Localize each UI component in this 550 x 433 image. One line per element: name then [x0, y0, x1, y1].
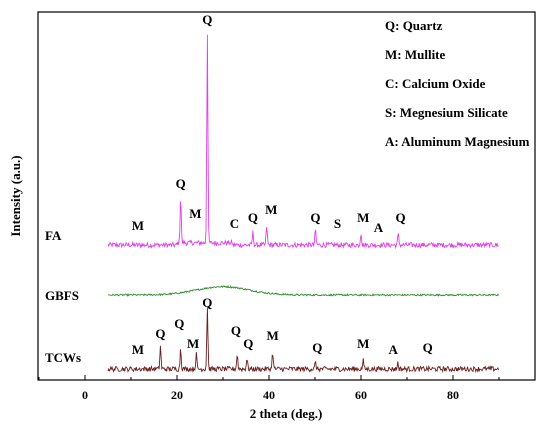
phase-label: Q [395, 210, 405, 225]
series-name-fa: FA [45, 228, 62, 243]
phase-label: M [189, 206, 201, 221]
phase-label: M [187, 336, 199, 351]
series-name-gbfs: GBFS [45, 288, 79, 303]
phase-label: M [357, 210, 369, 225]
series-line-gbfs [108, 285, 499, 297]
phase-label: Q [243, 336, 253, 351]
y-axis-label: Intensity (a.u.) [8, 155, 23, 236]
x-tick-label: 20 [171, 388, 183, 402]
series-layer: FA GBFS TCWs [45, 34, 499, 374]
x-tick-label: 80 [447, 388, 459, 402]
phase-label: Q [155, 326, 165, 341]
phase-label: M [265, 202, 277, 217]
legend-entry: A: Aluminum Magnesium [385, 134, 530, 149]
phase-label: M [267, 328, 279, 343]
legend-entry: S: Megnesium Silicate [385, 105, 508, 120]
phase-label: Q [248, 210, 258, 225]
legend-entry: Q: Quartz [385, 18, 443, 33]
phase-label: Q [202, 295, 212, 310]
legend-entry: M: Mullite [385, 47, 446, 62]
x-tick-label: 40 [263, 388, 275, 402]
phase-label: Q [174, 316, 184, 331]
x-axis-ticks: 0 20 40 60 80 [38, 375, 500, 402]
phase-label: Q [202, 12, 212, 27]
plot-frame [37, 11, 536, 381]
x-tick-label: 0 [82, 388, 88, 402]
phase-label: Q [176, 176, 186, 191]
phase-label: Q [312, 340, 322, 355]
series-line-fa [107, 34, 499, 250]
x-tick-label: 60 [355, 388, 367, 402]
phase-label: M [132, 342, 144, 357]
phase-label: Q [310, 210, 320, 225]
phase-label: M [357, 336, 369, 351]
series-name-tcws: TCWs [45, 350, 81, 365]
x-axis-label: 2 theta (deg.) [250, 406, 323, 421]
phase-label: A [389, 342, 399, 357]
legend-entry: C: Calcium Oxide [385, 76, 486, 91]
phase-label: C [230, 216, 239, 231]
phase-label: S [334, 216, 341, 231]
phase-label: Q [231, 323, 241, 338]
series-line-tcws [107, 307, 499, 374]
legend: Q: Quartz M: Mullite C: Calcium Oxide S: Me… [385, 18, 530, 149]
phase-label: A [374, 220, 384, 235]
phase-label: Q [423, 340, 433, 355]
phase-label: M [132, 218, 144, 233]
